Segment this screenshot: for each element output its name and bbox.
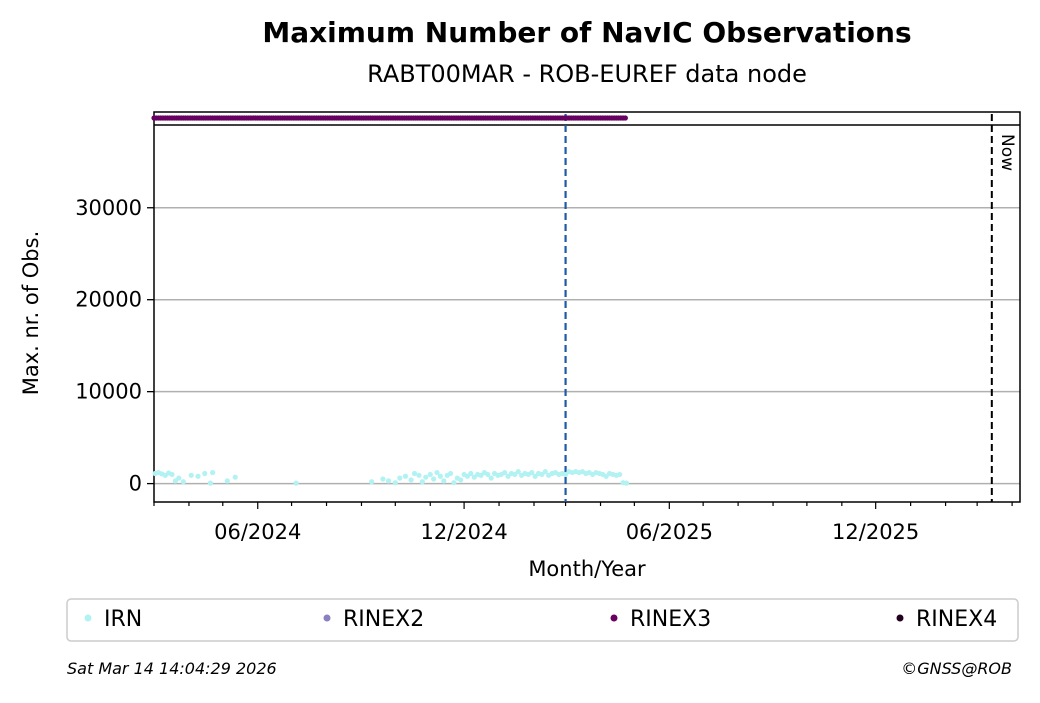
y-ticks: 0 10000 20000 30000 xyxy=(75,196,154,496)
data-point-irn xyxy=(437,473,444,479)
data-point-irn xyxy=(617,471,623,478)
data-point-irn xyxy=(458,477,464,483)
data-point-irn xyxy=(380,476,386,482)
x-axis-label: Month/Year xyxy=(528,557,646,581)
grid-lines xyxy=(154,207,1020,485)
reference-lines: Now xyxy=(564,114,1017,502)
data-point-irn xyxy=(210,469,216,476)
legend-marker-rinex4 xyxy=(896,614,904,622)
data-point-irn xyxy=(529,469,535,476)
data-point-rinex3 xyxy=(622,115,628,121)
data-point-irn xyxy=(451,480,457,486)
y-tick-label: 30000 xyxy=(75,196,142,220)
data-point-irn xyxy=(431,476,437,482)
legend-marker-rinex3 xyxy=(610,614,618,622)
legend-label-rinex2: RINEX2 xyxy=(343,607,424,632)
data-point-irn xyxy=(623,480,630,486)
data-point-irn xyxy=(441,478,447,484)
y-tick-label: 0 xyxy=(129,472,142,496)
data-point-irn xyxy=(202,470,208,477)
chart-title: Maximum Number of NavIC Observations xyxy=(262,16,911,49)
data-point-irn xyxy=(411,470,418,477)
data-point-irn xyxy=(293,480,299,486)
data-point-irn xyxy=(408,477,414,483)
data-point-irn xyxy=(485,471,491,478)
legend-label-rinex4: RINEX4 xyxy=(916,607,997,632)
legend: IRN RINEX2 RINEX3 RINEX4 xyxy=(84,607,997,632)
x-ticks: 06/2024 12/2024 06/2025 12/2025 xyxy=(153,502,1013,544)
x-tick-label: 06/2025 xyxy=(626,520,713,544)
data-point-irn xyxy=(416,472,422,478)
now-label: Now xyxy=(997,134,1017,171)
data-point-irn xyxy=(195,473,201,479)
data-point-irn xyxy=(488,475,494,481)
data-point-irn xyxy=(176,475,182,481)
data-point-irn xyxy=(468,470,474,477)
data-point-irn xyxy=(402,473,409,479)
data-point-irn xyxy=(542,469,548,475)
y-tick-label: 10000 xyxy=(75,380,142,404)
data-point-irn xyxy=(447,470,454,477)
footer-timestamp: Sat Mar 14 14:04:29 2026 xyxy=(67,659,277,678)
chart-subtitle: RABT00MAR - ROB-EUREF data node xyxy=(367,60,807,88)
data-point-irn xyxy=(502,469,508,476)
footer-copyright: ©GNSS@ROB xyxy=(901,659,1012,678)
data-point-irn xyxy=(180,479,186,485)
legend-marker-irn xyxy=(84,614,92,622)
x-tick-label: 06/2024 xyxy=(214,520,301,544)
data-point-irn xyxy=(397,475,403,481)
x-tick-label: 12/2024 xyxy=(420,520,507,544)
legend-box xyxy=(66,598,1019,642)
y-tick-label: 20000 xyxy=(75,288,142,312)
data-point-irn xyxy=(188,472,194,478)
data-point-irn xyxy=(232,474,238,480)
data-point-irn xyxy=(369,479,375,485)
data-point-irn xyxy=(419,479,425,485)
legend-marker-rinex2 xyxy=(323,614,331,622)
data-point-irn xyxy=(224,478,230,484)
data-point-irn xyxy=(169,471,175,478)
data-point-irn xyxy=(385,478,392,484)
y-axis-label: Max. nr. of Obs. xyxy=(19,231,43,396)
data-point-irn xyxy=(392,480,398,486)
x-tick-label: 12/2025 xyxy=(832,520,919,544)
data-point-irn xyxy=(427,471,433,478)
data-point-irn xyxy=(434,469,440,476)
data-point-irn xyxy=(423,474,429,480)
data-points xyxy=(151,115,630,486)
data-point-irn xyxy=(207,480,213,486)
legend-label-rinex3: RINEX3 xyxy=(630,607,711,632)
data-point-irn xyxy=(515,469,521,475)
legend-label-irn: IRN xyxy=(104,607,142,632)
plot-area xyxy=(153,111,1021,503)
